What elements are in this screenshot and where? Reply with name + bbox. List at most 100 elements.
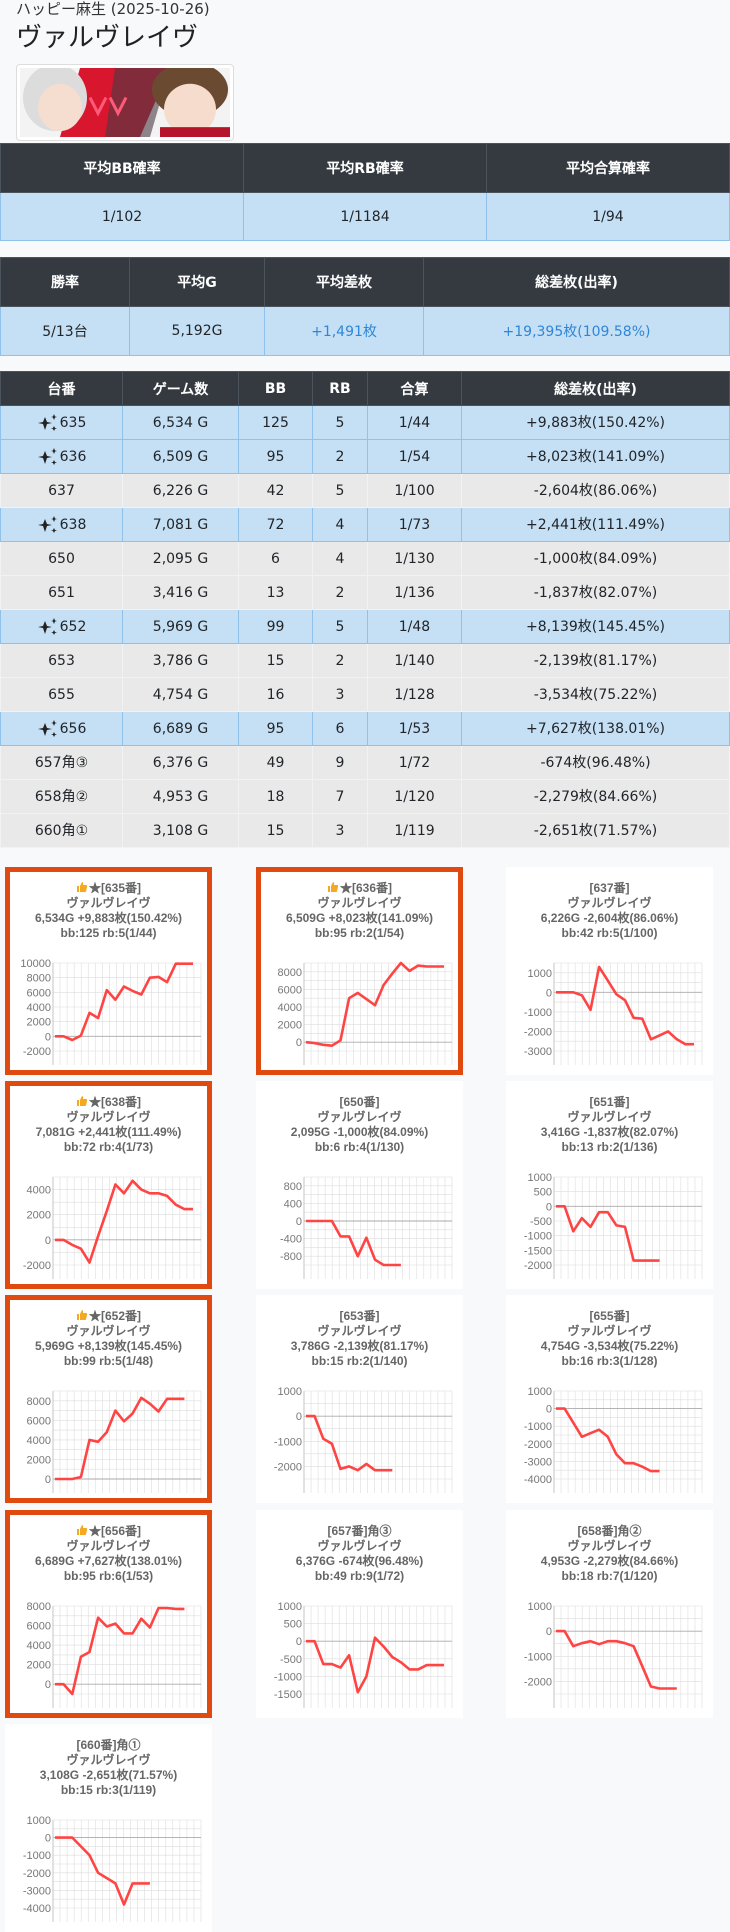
cell-no: 650	[1, 542, 123, 576]
y-tick-label: 0	[45, 1031, 51, 1043]
thumbs-up-icon	[76, 1524, 88, 1536]
chart-machine: ヴァルヴレイヴ	[506, 1110, 713, 1125]
cell-bb: 42	[239, 474, 313, 508]
cell-bb-text: 6	[271, 551, 280, 567]
chart-machine: ヴァルヴレイヴ	[506, 896, 713, 911]
cell-rb: 3	[313, 678, 368, 712]
cell-diff-text: -2,139枚(81.17%)	[534, 653, 657, 669]
sparkle-icon	[37, 619, 60, 635]
y-tick-label: -3000	[524, 1046, 552, 1058]
cell-games: 6,226 G	[123, 474, 239, 508]
cell-rb-text: 5	[336, 483, 345, 499]
y-tick-label: 10000	[20, 958, 51, 970]
y-tick-label: -2000	[274, 1461, 302, 1473]
y-tick-label: -1000	[524, 1231, 552, 1243]
cell-bb-text: 15	[267, 653, 285, 669]
cell-bb: 99	[239, 610, 313, 644]
y-tick-label: -800	[280, 1251, 302, 1263]
cell-games: 6,509 G	[123, 440, 239, 474]
y-tick-label: -2000	[524, 1026, 552, 1038]
cell-bb-text: 95	[267, 449, 285, 465]
cell-games: 7,081 G	[123, 508, 239, 542]
series-line	[306, 1416, 392, 1470]
chart-stats: 6,509G +8,023枚(141.09%)	[261, 911, 458, 926]
cell-diff-text: -2,651枚(71.57%)	[534, 823, 657, 839]
cell-rb-text: 2	[336, 449, 345, 465]
cell-bb: 18	[239, 780, 313, 814]
chart-counts: bb:18 rb:7(1/120)	[506, 1569, 713, 1584]
cell-games: 3,786 G	[123, 644, 239, 678]
y-tick-label: -1500	[274, 1689, 302, 1701]
y-tick-label: 500	[534, 1187, 552, 1199]
y-tick-label: 1000	[278, 1386, 302, 1398]
cell-total-text: 1/53	[399, 721, 430, 737]
cell-rb: 2	[313, 440, 368, 474]
cell-games: 6,689 G	[123, 712, 239, 746]
y-tick-label: -1500	[524, 1245, 552, 1257]
cell-games-text: 7,081 G	[153, 517, 208, 533]
thumbs-up-icon	[76, 881, 88, 893]
y-tick-label: 4000	[27, 1640, 51, 1652]
header-diff: 総差枚(出率)	[462, 372, 730, 406]
y-tick-label: 0	[45, 1833, 51, 1845]
chart-stats: 2,095G -1,000枚(84.09%)	[256, 1125, 463, 1140]
y-tick-label: -1000	[274, 1436, 302, 1448]
cell-total: 1/128	[368, 678, 462, 712]
cell-games: 6,376 G	[123, 746, 239, 780]
cell-no-text: 651	[48, 585, 75, 601]
chart-machine: ヴァルヴレイヴ	[261, 896, 458, 911]
y-tick-label: -1000	[274, 1671, 302, 1683]
cell-no: 655	[1, 678, 123, 712]
cell-bb: 6	[239, 542, 313, 576]
cell-no-text: 656	[60, 721, 87, 737]
cell-total-text: 1/100	[394, 483, 434, 499]
y-tick-label: 0	[546, 1201, 552, 1213]
cell-no-text: 658角②	[35, 789, 88, 805]
cell-games-text: 3,786 G	[153, 653, 208, 669]
y-tick-label: -2000	[23, 1868, 51, 1880]
cell-total-text: 1/128	[394, 687, 434, 703]
cell-total: 1/120	[368, 780, 462, 814]
chart-machine: ヴァルヴレイヴ	[10, 1324, 207, 1339]
y-tick-label: -2000	[23, 1260, 51, 1272]
chart-stats: 4,754G -3,534枚(75.22%)	[506, 1339, 713, 1354]
cell-bb: 95	[239, 440, 313, 474]
chart-machine: ヴァルヴレイヴ	[10, 1110, 207, 1125]
machine-banner-image	[16, 64, 234, 141]
cell-games-text: 6,689 G	[153, 721, 208, 737]
chart-counts: bb:125 rb:5(1/44)	[10, 926, 207, 941]
y-tick-label: 6000	[27, 1621, 51, 1633]
cell-diff: -2,604枚(86.06%)	[462, 474, 730, 508]
cell-no: 653	[1, 644, 123, 678]
cell-diff: +8,023枚(141.09%)	[462, 440, 730, 474]
cell-rb-text: 7	[336, 789, 345, 805]
series-line	[556, 1631, 677, 1688]
header-win-rate: 勝率	[1, 258, 130, 307]
y-tick-label: 2000	[27, 1210, 51, 1222]
chart-counts: bb:6 rb:4(1/130)	[256, 1140, 463, 1155]
cell-diff: -2,139枚(81.17%)	[462, 644, 730, 678]
cell-total-text: 1/120	[394, 789, 434, 805]
chart-machine: ヴァルヴレイヴ	[256, 1110, 463, 1125]
series-line	[306, 1638, 444, 1693]
y-tick-label: 500	[284, 1619, 302, 1631]
chart-stats: 6,689G +7,627枚(138.01%)	[10, 1554, 207, 1569]
cell-no: 656	[1, 712, 123, 746]
cell-rb: 2	[313, 644, 368, 678]
header-machine-no: 台番	[1, 372, 123, 406]
y-tick-label: 0	[546, 1404, 552, 1416]
cell-diff-text: +8,139枚(145.45%)	[526, 619, 665, 635]
cell-games: 2,095 G	[123, 542, 239, 576]
chart-title: [658番]角②	[506, 1524, 713, 1539]
cell-bb: 72	[239, 508, 313, 542]
chart-title-text: [651番]	[589, 1095, 629, 1109]
cell-rb: 6	[313, 712, 368, 746]
